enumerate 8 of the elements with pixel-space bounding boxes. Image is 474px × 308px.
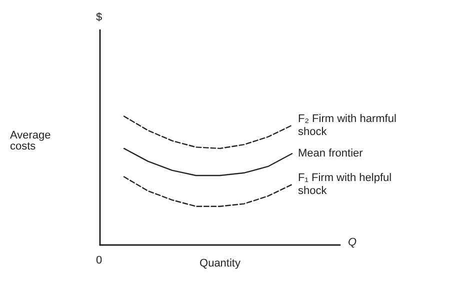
y-axis-title: Average costs <box>10 130 51 152</box>
series-label: F₂ Firm with harmful shock <box>298 112 400 138</box>
text: Q <box>348 236 357 248</box>
series-label: Mean frontier <box>298 148 364 160</box>
text: 0 <box>96 254 102 266</box>
x-axis-title: Quantity <box>200 257 241 270</box>
series-label: F₁ Firm with helpful shock <box>298 172 395 197</box>
text: $ <box>96 12 102 24</box>
